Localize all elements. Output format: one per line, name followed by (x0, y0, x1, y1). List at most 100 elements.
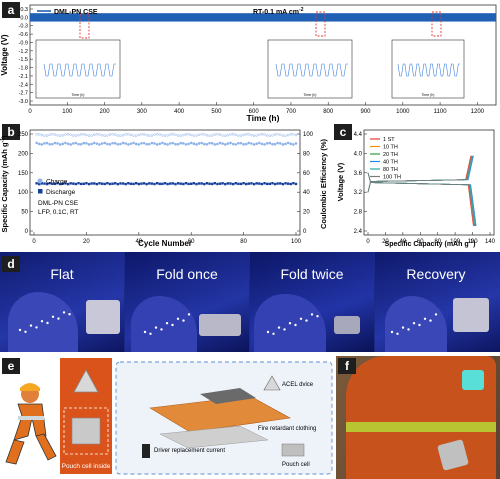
charge-point (182, 142, 185, 145)
charge-point (79, 142, 83, 146)
led-dot (62, 311, 66, 314)
discharge-point (114, 182, 117, 185)
legend-discharge: Discharge (46, 189, 76, 196)
ce-point (205, 133, 209, 137)
charge-point (242, 143, 245, 146)
discharge-point (69, 182, 72, 185)
discharge-point (100, 182, 104, 185)
discharge-point (279, 182, 282, 185)
discharge-point (161, 182, 164, 186)
ce-point (66, 132, 70, 136)
led-dot (46, 321, 49, 325)
panel-label-d: d (2, 256, 20, 272)
discharge-point (265, 182, 269, 186)
led-dot (277, 326, 281, 329)
ce-point (82, 133, 86, 136)
discharge-point (134, 182, 138, 185)
inset-2-line (275, 63, 348, 77)
ce-point (132, 134, 135, 137)
ce-point (294, 133, 298, 137)
b-ytick-right-label: 100 (303, 132, 314, 138)
charge-point (195, 143, 198, 146)
led-dot (68, 313, 71, 316)
ce-point (142, 133, 146, 136)
discharge-point (40, 182, 44, 185)
ce-point (140, 133, 143, 136)
acel-glow-patch (462, 370, 484, 390)
led-dot (294, 323, 297, 327)
ce-point (150, 134, 154, 137)
ce-point (77, 133, 80, 137)
discharge-point (231, 182, 235, 186)
charge-point (192, 142, 196, 146)
pouch-cell-icon (281, 443, 305, 457)
ce-point (74, 134, 78, 137)
charge-point (252, 143, 256, 146)
charge-point (145, 142, 148, 146)
charge-point (82, 141, 86, 145)
ce-point (231, 132, 235, 136)
b-ytick-left-label: 0 (25, 229, 29, 235)
discharge-point (203, 182, 206, 186)
led-dot (283, 328, 286, 331)
charge-point (258, 141, 261, 145)
ce-point (182, 133, 185, 137)
charge-point (132, 141, 135, 145)
b-xtick-label: 0 (32, 239, 36, 245)
charge-point (113, 141, 117, 145)
panel-a-ylabel: Voltage (V) (0, 34, 9, 76)
led-dot (154, 326, 158, 329)
zoom-box-2 (315, 11, 326, 37)
discharge-point (205, 182, 209, 185)
discharge-point (171, 182, 175, 185)
charge-point (231, 142, 235, 146)
discharge-point (48, 182, 51, 185)
discharge-point (239, 182, 243, 186)
charge-point (216, 142, 219, 146)
led-dot (266, 330, 270, 334)
b-ytick-right-label: 60 (303, 171, 310, 177)
charge-point (64, 141, 67, 145)
a-xtick-label: 1000 (396, 109, 410, 115)
inset3-xlabel: Time (h) (422, 93, 435, 97)
inset1-xlabel: Time (h) (72, 93, 85, 97)
series-band-main (30, 13, 496, 22)
charge-point (103, 141, 107, 145)
a-xtick-label: 200 (100, 109, 111, 115)
discharge-point (229, 182, 232, 185)
c-xtick-label: 100 (450, 239, 461, 245)
c-legend-label: 10 TH (383, 145, 398, 151)
charge-point (263, 143, 266, 146)
discharge-point (182, 182, 185, 186)
charge-point (179, 141, 183, 145)
a-xtick-label: 800 (323, 109, 334, 115)
led-dot (176, 317, 180, 320)
discharge-point (284, 182, 287, 185)
legend-charge-marker (37, 178, 43, 184)
discharge-point (59, 182, 62, 186)
ce-point (90, 134, 93, 137)
a-ytick-label: -1.8 (19, 66, 28, 72)
charge-point (294, 142, 298, 145)
ce-point (208, 134, 211, 137)
panel-a-xticks: 0 100 200 300 400 500 600 700 800 900 1000 1100 1200 (28, 102, 485, 115)
charge-point (58, 143, 62, 146)
b-ytick-left-label: 150 (18, 171, 29, 177)
c-ytick-label: 3.6 (354, 171, 363, 177)
charge-point (205, 143, 209, 146)
charge-point (129, 142, 133, 145)
ce-point (279, 133, 282, 137)
charge-point (56, 142, 59, 145)
caption-fold-once: Fold once (156, 266, 218, 282)
c-ytick-label: 4.4 (354, 132, 363, 138)
b-ytick-left-label: 50 (21, 210, 28, 216)
charge-point (239, 141, 243, 145)
panel-label-f: f (338, 358, 356, 374)
c-xtick-label: 140 (485, 239, 496, 245)
charge-point (163, 142, 167, 146)
charge-point (111, 141, 114, 145)
ce-point (103, 134, 106, 137)
charge-point (142, 141, 146, 145)
discharge-point (61, 182, 65, 185)
discharge-point (258, 182, 261, 185)
